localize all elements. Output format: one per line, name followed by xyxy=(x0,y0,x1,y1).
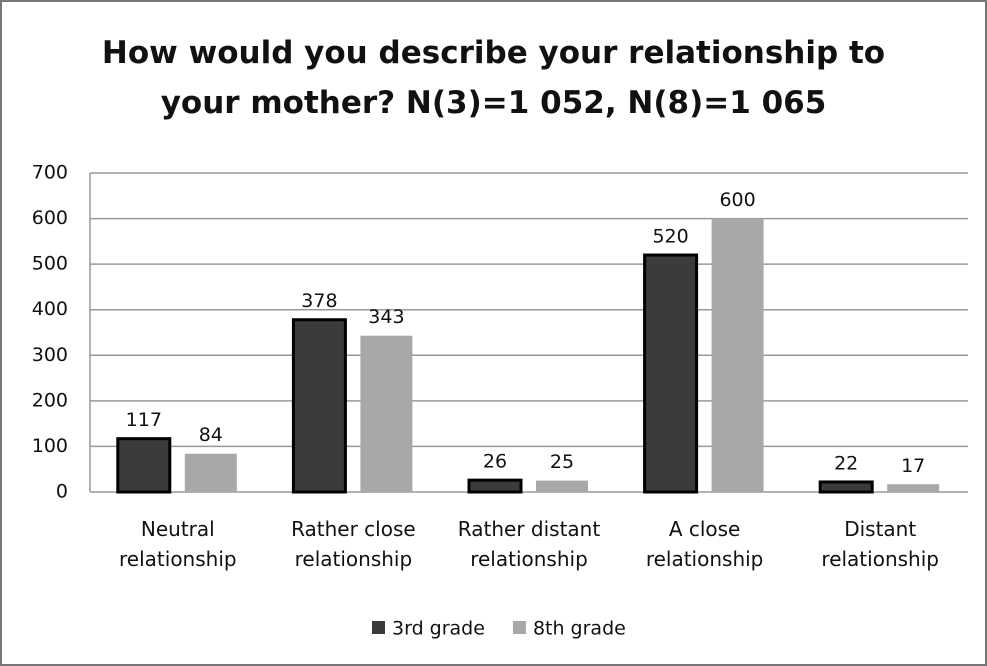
value-label: 343 xyxy=(368,306,404,328)
bar xyxy=(887,484,940,492)
bar xyxy=(643,253,699,494)
value-label: 520 xyxy=(652,226,688,248)
bar xyxy=(360,335,413,492)
legend-label: 3rd grade xyxy=(392,618,485,640)
value-label: 25 xyxy=(550,451,574,473)
legend-label: 8th grade xyxy=(533,618,626,640)
value-label: 22 xyxy=(834,452,858,474)
bar xyxy=(536,480,588,492)
value-label: 26 xyxy=(483,451,507,473)
x-tick-label: A close relationship xyxy=(645,517,764,571)
y-tick-label: 300 xyxy=(32,344,68,366)
value-label: 378 xyxy=(301,290,337,312)
bar xyxy=(818,480,874,494)
value-label: 117 xyxy=(126,409,162,431)
x-tick-label: Rather close relationship xyxy=(291,517,416,571)
value-label: 600 xyxy=(719,189,755,211)
bar xyxy=(467,478,523,494)
x-tick-label: Rather distant relationship xyxy=(457,517,601,571)
value-label: 17 xyxy=(901,455,925,477)
y-tick-label: 600 xyxy=(32,207,68,229)
bar xyxy=(184,453,237,492)
bar xyxy=(116,437,172,494)
legend-swatch xyxy=(512,621,526,634)
bar xyxy=(291,318,347,494)
x-tick-label: Distant relationship xyxy=(821,517,939,571)
x-tick-label: Neutral relationship xyxy=(119,517,237,571)
bar xyxy=(711,218,764,493)
y-tick-label: 200 xyxy=(32,389,68,411)
value-label: 84 xyxy=(199,424,223,446)
chart-title: How would you describe your relationship… xyxy=(101,35,886,121)
y-tick-label: 400 xyxy=(32,298,68,320)
y-tick-label: 500 xyxy=(32,253,68,275)
y-tick-label: 100 xyxy=(32,435,68,457)
y-tick-label: 0 xyxy=(56,481,68,503)
legend-swatch xyxy=(372,621,385,634)
y-tick-label: 700 xyxy=(32,162,68,184)
